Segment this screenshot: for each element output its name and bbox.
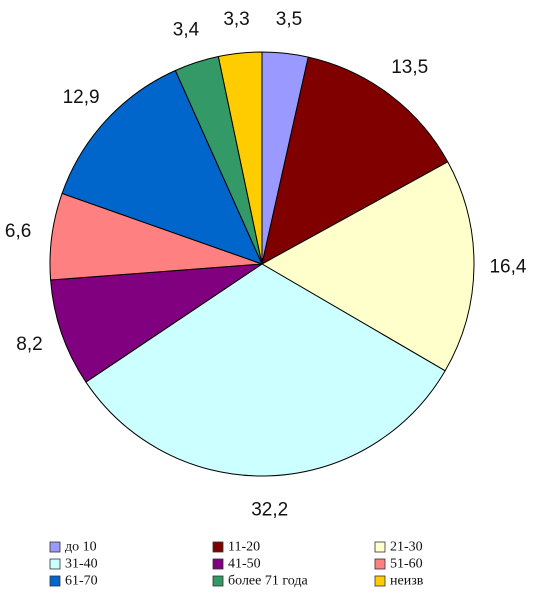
data-label-51-60: 6,6 <box>5 221 31 242</box>
pie-slices <box>49 51 475 477</box>
data-label-31-40: 32,2 <box>251 499 288 520</box>
data-label-41-50: 8,2 <box>16 334 42 355</box>
legend: до 10 11-20 21-30 31-40 41-50 51-60 61-70 более… <box>49 540 424 589</box>
legend-swatch-неизв <box>374 575 386 587</box>
data-labels: 3,5 13,5 16,4 32,2 8,2 6,6 12,9 3,4 3,3 <box>5 9 527 521</box>
legend-label-неизв: неизв <box>390 574 424 589</box>
data-label-21-30: 16,4 <box>489 257 526 278</box>
legend-swatch-21-30 <box>374 541 386 553</box>
data-label-неизв: 3,3 <box>223 9 249 30</box>
legend-item-21-30: 21-30 <box>374 540 423 555</box>
legend-item-11-20: 11-20 <box>212 540 260 555</box>
legend-item-41-50: 41-50 <box>212 557 261 572</box>
legend-label-до-10: до 10 <box>65 540 97 555</box>
legend-item-до-10: до 10 <box>49 540 97 555</box>
legend-label-21-30: 21-30 <box>390 540 423 555</box>
legend-item-неизв: неизв <box>374 574 424 589</box>
pie-slice-11-20 <box>261 56 449 265</box>
legend-swatch-11-20 <box>212 541 224 553</box>
legend-swatch-41-50 <box>212 558 224 570</box>
legend-label-61-70: 61-70 <box>65 574 98 589</box>
pie-slice-61-70 <box>61 70 263 265</box>
legend-swatch-более-71-года <box>212 575 224 587</box>
legend-label-51-60: 51-60 <box>390 557 423 572</box>
legend-swatch-до-10 <box>49 541 61 553</box>
legend-swatch-31-40 <box>49 558 61 570</box>
pie-slice-21-30 <box>261 161 475 372</box>
legend-swatch-51-60 <box>374 558 386 570</box>
legend-swatch-61-70 <box>49 575 61 587</box>
legend-label-11-20: 11-20 <box>228 540 260 555</box>
legend-item-51-60: 51-60 <box>374 557 423 572</box>
legend-item-более-71-года: более 71 года <box>212 574 308 589</box>
pie-slice-неизв <box>217 51 263 265</box>
data-label-11-20: 13,5 <box>391 57 428 78</box>
legend-label-31-40: 31-40 <box>65 557 98 572</box>
data-label-более-71-года: 3,4 <box>173 20 200 41</box>
legend-label-более-71-года: более 71 года <box>228 574 308 589</box>
pie-slice-41-50 <box>50 263 263 383</box>
data-label-61-70: 12,9 <box>63 87 100 108</box>
data-label-до-10: 3,5 <box>276 9 302 30</box>
legend-label-41-50: 41-50 <box>228 557 261 572</box>
legend-item-31-40: 31-40 <box>49 557 98 572</box>
legend-item-61-70: 61-70 <box>49 574 98 589</box>
pie-slice-31-40 <box>85 263 446 477</box>
